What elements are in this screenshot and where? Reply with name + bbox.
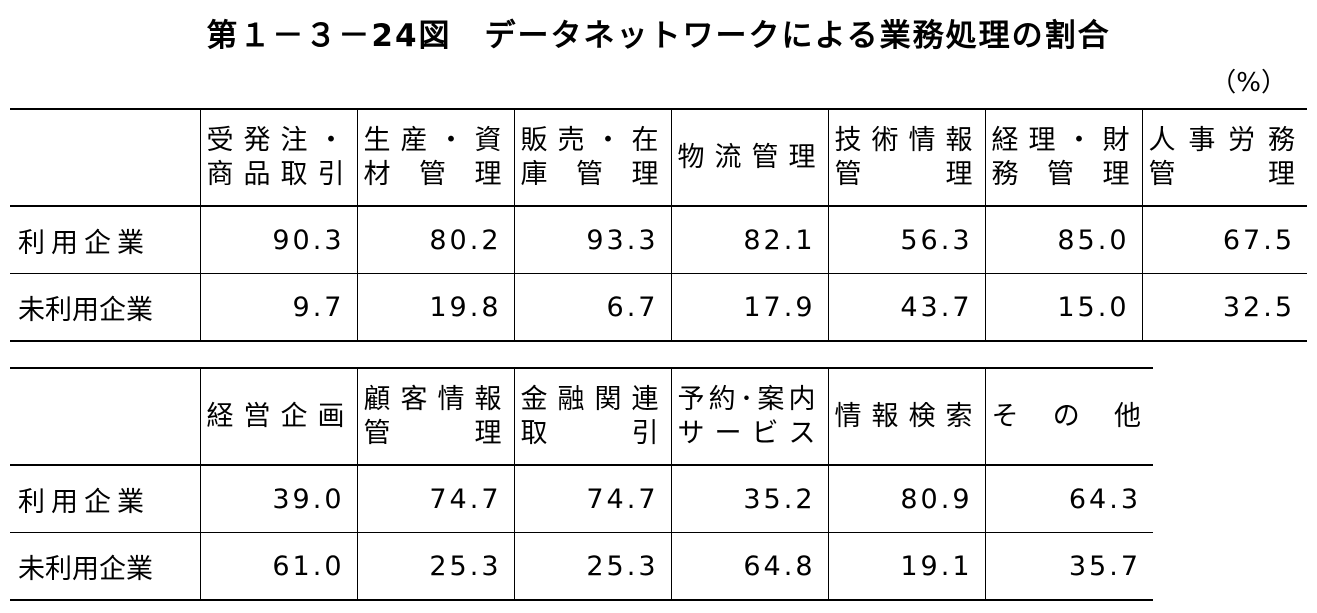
value-cell: 43.7 [827,273,985,341]
value-cell: 19.8 [356,273,514,341]
value-cell: 67.5 [1141,206,1307,274]
header-cell: 情報検索 [827,368,985,465]
table-row: 未利用企業 9.7 19.8 6.7 17.9 43.7 15.0 32.5 [10,273,1307,341]
value-cell: 93.3 [513,206,671,274]
header-cell: その他 [984,368,1153,465]
value-cell: 64.3 [984,465,1153,533]
header-corner [10,368,200,465]
value-cell: 15.0 [984,273,1142,341]
table-header-row: 経営企画 顧客情報 管理 金融関連 取引 予約･案内 サービス 情報検索 その他 [10,368,1153,465]
table-row: 利用企業 90.3 80.2 93.3 82.1 56.3 85.0 67.5 [10,206,1307,274]
value-cell: 61.0 [199,532,357,600]
header-cell: 経営企画 [199,368,357,465]
row-label: 利用企業 [18,486,150,518]
header-cell: 生産・資 材管理 [356,109,514,206]
value-cell: 9.7 [199,273,357,341]
value-cell: 25.3 [356,532,514,600]
row-label: 未利用企業 [18,294,153,326]
value-cell: 82.1 [670,206,828,274]
value-cell: 74.7 [356,465,514,533]
header-cell: 物流管理 [670,109,828,206]
header-cell: 技術情報 管理 [827,109,985,206]
header-cell: 金融関連 取引 [513,368,671,465]
table-row: 未利用企業 61.0 25.3 25.3 64.8 19.1 35.7 [10,532,1153,600]
value-cell: 25.3 [513,532,671,600]
header-corner [10,109,200,206]
header-cell: 受発注・ 商品取引 [199,109,357,206]
header-cell: 販売・在 庫管理 [513,109,671,206]
value-cell: 32.5 [1141,273,1307,341]
value-cell: 39.0 [199,465,357,533]
value-cell: 19.1 [827,532,985,600]
figure-title: 第１－３－24図 データネットワークによる業務処理の割合 [206,18,1111,54]
value-cell: 64.8 [670,532,828,600]
header-cell: 予約･案内 サービス [670,368,828,465]
value-cell: 80.9 [827,465,985,533]
table-header-row: 受発注・ 商品取引 生産・資 材管理 販売・在 庫管理 物流管理 技術情報 管理 経理・… [10,109,1307,206]
usage-table-2: 経営企画 顧客情報 管理 金融関連 取引 予約･案内 サービス 情報検索 その他 利用… [10,367,1153,601]
value-cell: 90.3 [199,206,357,274]
usage-table-1: 受発注・ 商品取引 生産・資 材管理 販売・在 庫管理 物流管理 技術情報 管理 経理・… [10,108,1307,342]
row-label: 未利用企業 [18,553,153,585]
value-cell: 85.0 [984,206,1142,274]
header-cell: 経理・財 務管理 [984,109,1142,206]
value-cell: 80.2 [356,206,514,274]
value-cell: 56.3 [827,206,985,274]
table-row: 利用企業 39.0 74.7 74.7 35.2 80.9 64.3 [10,465,1153,533]
value-cell: 74.7 [513,465,671,533]
value-cell: 35.2 [670,465,828,533]
header-cell: 顧客情報 管理 [356,368,514,465]
value-cell: 17.9 [670,273,828,341]
unit-label: （%） [1210,68,1287,98]
header-cell: 人事労務 管理 [1141,109,1307,206]
value-cell: 35.7 [984,532,1153,600]
row-label: 利用企業 [18,227,150,259]
value-cell: 6.7 [513,273,671,341]
